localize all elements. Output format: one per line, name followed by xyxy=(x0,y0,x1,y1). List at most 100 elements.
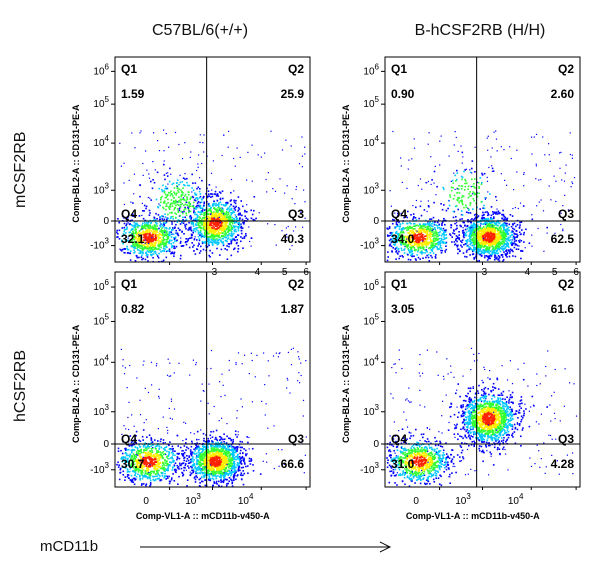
point xyxy=(387,256,389,258)
point xyxy=(272,188,274,190)
point xyxy=(155,231,158,233)
point xyxy=(436,233,439,236)
point xyxy=(464,224,466,227)
point xyxy=(467,196,470,199)
point xyxy=(474,216,477,218)
point xyxy=(144,234,147,236)
point xyxy=(171,193,173,196)
point xyxy=(198,218,200,221)
point xyxy=(410,236,412,238)
point xyxy=(214,239,217,241)
point xyxy=(519,202,522,204)
point xyxy=(486,232,489,235)
point xyxy=(153,181,156,184)
point xyxy=(178,208,181,210)
point xyxy=(398,228,401,230)
point xyxy=(126,247,128,250)
point xyxy=(413,222,416,225)
point xyxy=(460,185,463,187)
point xyxy=(151,459,154,461)
point xyxy=(211,227,214,229)
point xyxy=(455,239,457,241)
point xyxy=(150,239,152,241)
point xyxy=(234,225,237,228)
point xyxy=(120,250,123,252)
point xyxy=(285,139,287,141)
point xyxy=(505,222,507,225)
point xyxy=(517,207,519,210)
point xyxy=(201,234,203,237)
point xyxy=(197,163,199,165)
point xyxy=(124,457,127,460)
point xyxy=(145,233,148,236)
point xyxy=(433,234,435,237)
point xyxy=(156,225,158,227)
point xyxy=(133,466,136,468)
point xyxy=(207,227,209,230)
point xyxy=(506,217,509,220)
point xyxy=(419,229,421,231)
point xyxy=(223,236,225,238)
point xyxy=(413,231,416,234)
point xyxy=(501,213,503,216)
point xyxy=(304,217,306,219)
point xyxy=(208,242,210,244)
point xyxy=(512,224,514,226)
point xyxy=(470,221,472,224)
point xyxy=(461,196,463,199)
point xyxy=(489,222,491,224)
point xyxy=(179,207,181,209)
point xyxy=(211,214,213,216)
point xyxy=(138,234,140,236)
point xyxy=(241,237,244,240)
point xyxy=(164,213,166,215)
point xyxy=(150,251,153,253)
point xyxy=(464,228,467,231)
point xyxy=(175,201,177,203)
point xyxy=(250,209,252,212)
point xyxy=(483,226,485,228)
point xyxy=(512,208,514,210)
point xyxy=(174,192,176,195)
point xyxy=(132,202,134,204)
point xyxy=(487,225,489,227)
point xyxy=(410,247,412,250)
point xyxy=(148,232,151,234)
point xyxy=(427,228,429,230)
point xyxy=(183,198,186,201)
point xyxy=(133,173,135,175)
point xyxy=(503,244,505,247)
point xyxy=(173,191,175,193)
point xyxy=(505,244,508,246)
point xyxy=(474,233,477,235)
point xyxy=(464,233,467,236)
point xyxy=(180,199,183,201)
point xyxy=(215,228,218,230)
point xyxy=(502,234,504,237)
point xyxy=(486,137,488,139)
point xyxy=(506,231,509,233)
point xyxy=(151,449,153,452)
point xyxy=(139,240,141,242)
point xyxy=(444,223,446,226)
point xyxy=(401,239,403,241)
point xyxy=(481,172,483,175)
point xyxy=(157,205,159,208)
point xyxy=(185,243,188,246)
point xyxy=(513,232,515,235)
point xyxy=(163,224,166,227)
point xyxy=(186,177,188,180)
point xyxy=(431,223,433,225)
point xyxy=(426,254,428,257)
point xyxy=(192,218,195,221)
point xyxy=(472,226,474,228)
point xyxy=(209,230,211,232)
point xyxy=(124,240,127,243)
point xyxy=(137,240,140,242)
point xyxy=(234,206,236,209)
point xyxy=(224,212,227,215)
point xyxy=(474,146,476,148)
point xyxy=(195,213,198,216)
point xyxy=(433,237,436,239)
point xyxy=(395,232,398,235)
